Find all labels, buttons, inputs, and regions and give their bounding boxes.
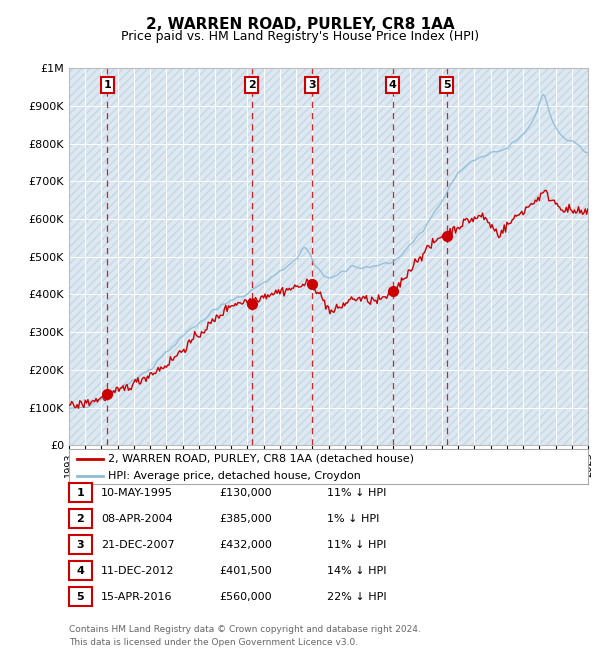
- Text: 15-APR-2016: 15-APR-2016: [101, 592, 172, 602]
- Text: 4: 4: [76, 566, 85, 576]
- Text: 11-DEC-2012: 11-DEC-2012: [101, 566, 175, 576]
- Text: 2, WARREN ROAD, PURLEY, CR8 1AA: 2, WARREN ROAD, PURLEY, CR8 1AA: [146, 16, 454, 32]
- Text: 3: 3: [77, 540, 84, 550]
- Text: 1: 1: [103, 80, 111, 90]
- Text: 14% ↓ HPI: 14% ↓ HPI: [327, 566, 386, 576]
- Text: 2: 2: [248, 80, 256, 90]
- Text: 11% ↓ HPI: 11% ↓ HPI: [327, 540, 386, 550]
- Text: HPI: Average price, detached house, Croydon: HPI: Average price, detached house, Croy…: [108, 471, 361, 482]
- Text: 2: 2: [77, 514, 84, 524]
- Text: 1: 1: [77, 488, 84, 498]
- Text: 5: 5: [443, 80, 451, 90]
- Text: 11% ↓ HPI: 11% ↓ HPI: [327, 488, 386, 498]
- Text: £432,000: £432,000: [219, 540, 272, 550]
- Text: 21-DEC-2007: 21-DEC-2007: [101, 540, 175, 550]
- Text: £385,000: £385,000: [219, 514, 272, 524]
- Text: Price paid vs. HM Land Registry's House Price Index (HPI): Price paid vs. HM Land Registry's House …: [121, 30, 479, 43]
- Text: 4: 4: [389, 80, 397, 90]
- Text: 10-MAY-1995: 10-MAY-1995: [101, 488, 173, 498]
- Text: £560,000: £560,000: [219, 592, 272, 602]
- Text: Contains HM Land Registry data © Crown copyright and database right 2024.
This d: Contains HM Land Registry data © Crown c…: [69, 625, 421, 647]
- Text: 1% ↓ HPI: 1% ↓ HPI: [327, 514, 379, 524]
- Text: 3: 3: [308, 80, 316, 90]
- Text: 22% ↓ HPI: 22% ↓ HPI: [327, 592, 386, 602]
- Text: 5: 5: [77, 592, 84, 602]
- Text: 2, WARREN ROAD, PURLEY, CR8 1AA (detached house): 2, WARREN ROAD, PURLEY, CR8 1AA (detache…: [108, 454, 414, 463]
- Text: £130,000: £130,000: [219, 488, 272, 498]
- Text: 08-APR-2004: 08-APR-2004: [101, 514, 173, 524]
- Text: £401,500: £401,500: [219, 566, 272, 576]
